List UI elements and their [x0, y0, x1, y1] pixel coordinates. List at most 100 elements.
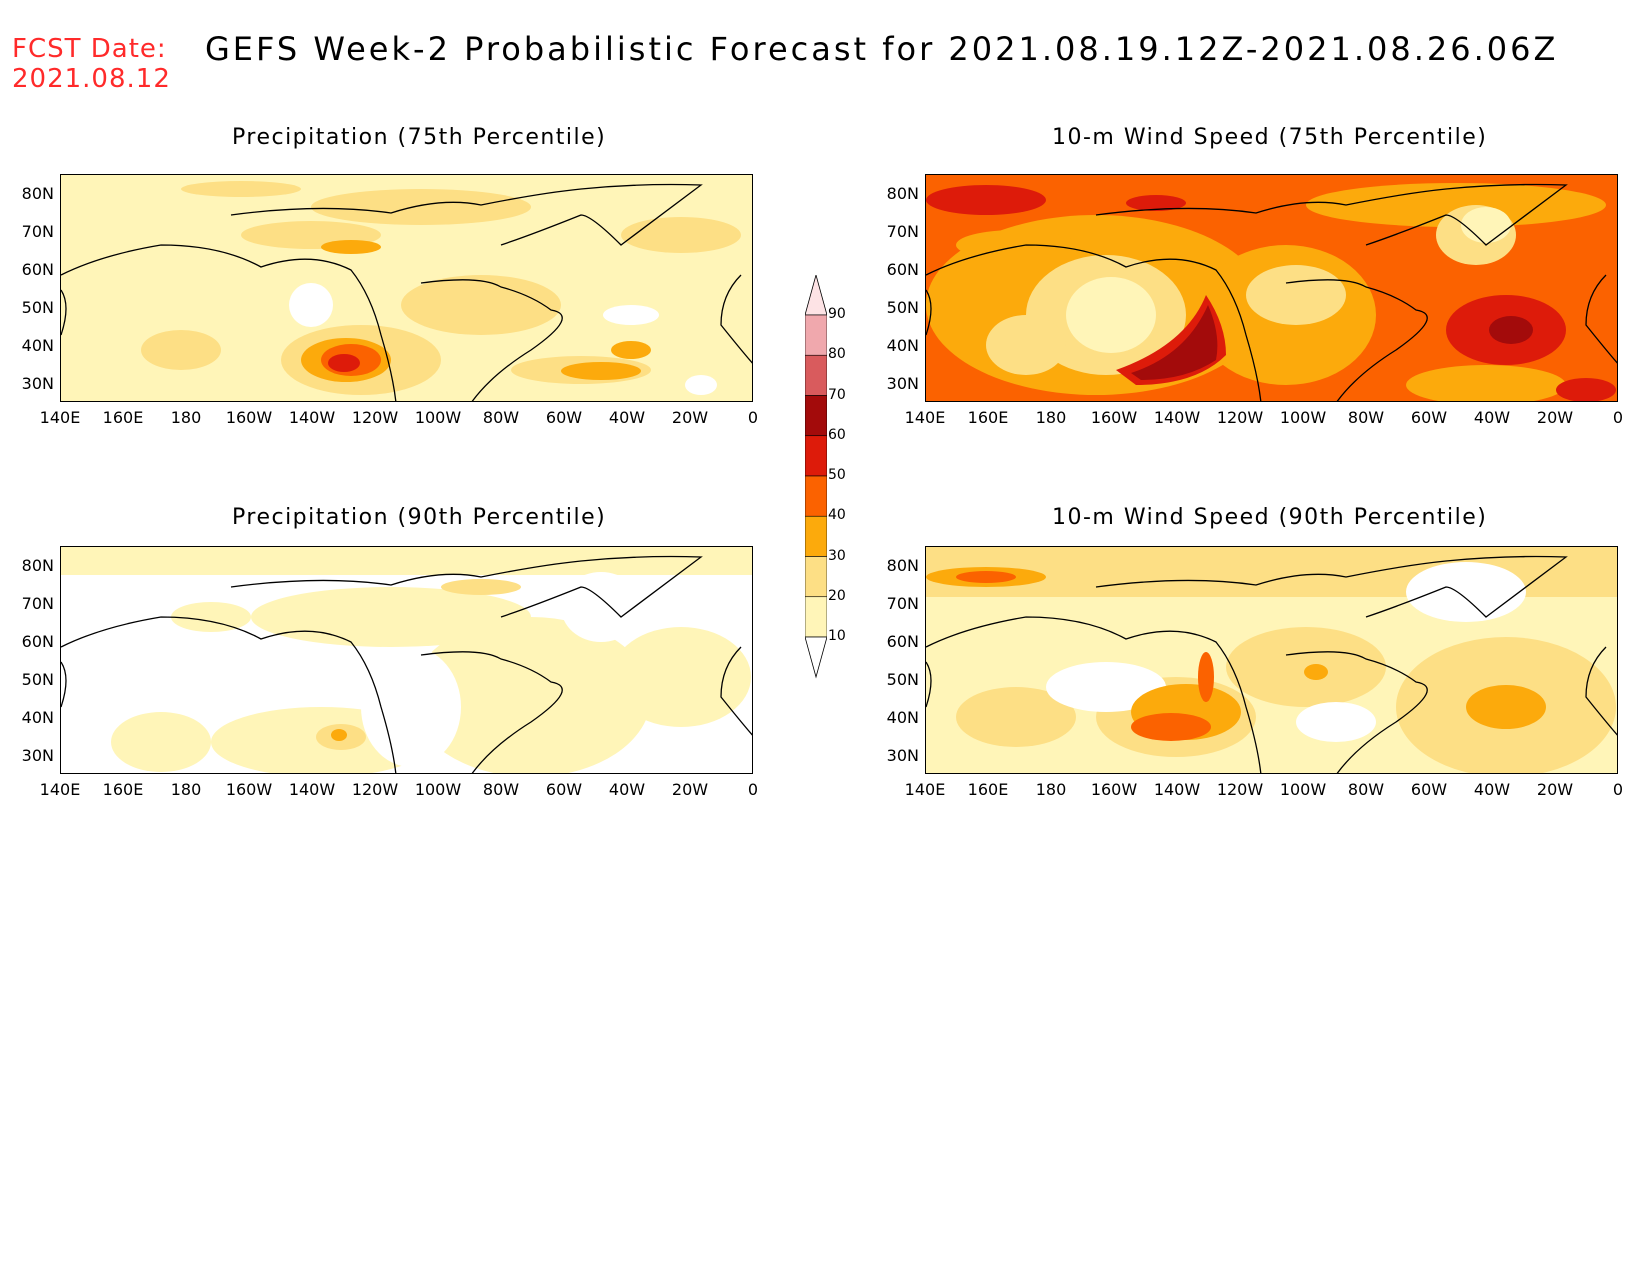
- lat-label: 80N: [886, 184, 919, 203]
- page-title: GEFS Week-2 Probabilistic Forecast for 2…: [205, 30, 1559, 68]
- lat-label: 50N: [21, 298, 54, 317]
- lat-label: 50N: [21, 670, 54, 689]
- lat-label: 40N: [21, 336, 54, 355]
- colorbar-tick-label: 70: [828, 386, 846, 403]
- lat-label: 30N: [886, 374, 919, 393]
- panel-title-wind90: 10-m Wind Speed (90th Percentile): [1052, 505, 1488, 530]
- colorbar-swatch: [804, 314, 828, 356]
- colorbar-swatch: [804, 475, 828, 517]
- lat-label: 40N: [886, 336, 919, 355]
- panel-title-precip90: Precipitation (90th Percentile): [232, 505, 607, 530]
- forecast-date-value: 2021.08.12: [12, 64, 171, 94]
- lon-label: 40W: [1473, 408, 1511, 427]
- lon-label: 180: [1035, 408, 1067, 427]
- lon-label: 100W: [414, 780, 462, 799]
- lon-label: 20W: [1536, 408, 1574, 427]
- lat-label: 30N: [886, 746, 919, 765]
- lon-label: 140W: [1153, 408, 1201, 427]
- colorbar-tick-label: 60: [828, 426, 846, 443]
- lon-label: 40W: [1473, 780, 1511, 799]
- lon-label: 0: [1612, 780, 1624, 799]
- lat-label: 50N: [886, 298, 919, 317]
- lon-label: 100W: [1279, 780, 1327, 799]
- lat-label: 70N: [886, 594, 919, 613]
- lat-label: 60N: [21, 632, 54, 651]
- lat-label: 60N: [21, 260, 54, 279]
- colorbar-tick-label: 90: [828, 306, 846, 322]
- colorbar-tick-label: 40: [828, 507, 846, 524]
- lon-label: 0: [747, 780, 759, 799]
- lon-label: 120W: [1216, 780, 1264, 799]
- colorbar-swatch: [804, 596, 828, 638]
- lon-label: 140W: [288, 780, 336, 799]
- colorbar: [804, 273, 828, 689]
- lon-label: 120W: [351, 408, 399, 427]
- lat-label: 70N: [21, 222, 54, 241]
- lat-label: 80N: [886, 556, 919, 575]
- lon-label: 160E: [102, 408, 144, 427]
- lon-label: 60W: [545, 408, 583, 427]
- panel-title-precip75: Precipitation (75th Percentile): [232, 125, 607, 150]
- lon-label: 20W: [671, 780, 709, 799]
- lat-label: 30N: [21, 374, 54, 393]
- lon-label: 160W: [225, 408, 273, 427]
- colorbar-tick-label: 30: [828, 547, 846, 564]
- lon-label: 140E: [39, 408, 81, 427]
- lon-label: 80W: [482, 780, 520, 799]
- lat-label: 80N: [21, 184, 54, 203]
- lat-label: 70N: [21, 594, 54, 613]
- lat-label: 60N: [886, 632, 919, 651]
- map-precip90: [60, 546, 753, 774]
- lon-label: 160W: [1090, 780, 1138, 799]
- lon-label: 80W: [482, 408, 520, 427]
- lon-label: 180: [170, 780, 202, 799]
- lon-label: 20W: [671, 408, 709, 427]
- colorbar-tick-label: 80: [828, 346, 846, 363]
- colorbar-tick-label: 20: [828, 587, 846, 604]
- panel-title-wind75: 10-m Wind Speed (75th Percentile): [1052, 125, 1488, 150]
- colorbar-tick-label: 10: [828, 628, 846, 644]
- lon-label: 40W: [608, 780, 646, 799]
- colorbar-swatch: [804, 435, 828, 477]
- lon-label: 100W: [414, 408, 462, 427]
- lon-label: 20W: [1536, 780, 1574, 799]
- lat-label: 40N: [886, 708, 919, 727]
- lon-label: 180: [1035, 780, 1067, 799]
- map-precip75: [60, 174, 753, 402]
- lon-label: 80W: [1347, 408, 1385, 427]
- lon-label: 160E: [102, 780, 144, 799]
- lat-label: 70N: [886, 222, 919, 241]
- map-wind90: [925, 546, 1618, 774]
- lon-label: 140E: [904, 408, 946, 427]
- map-wind75: [925, 174, 1618, 402]
- lon-label: 140E: [904, 780, 946, 799]
- colorbar-swatch: [804, 515, 828, 557]
- colorbar-swatch: [804, 556, 828, 598]
- lon-label: 160W: [225, 780, 273, 799]
- lon-label: 60W: [1410, 780, 1448, 799]
- lat-label: 50N: [886, 670, 919, 689]
- lon-label: 100W: [1279, 408, 1327, 427]
- lon-label: 180: [170, 408, 202, 427]
- colorbar-swatch: [804, 354, 828, 396]
- lon-label: 60W: [545, 780, 583, 799]
- lon-label: 60W: [1410, 408, 1448, 427]
- forecast-date-label: FCST Date:: [12, 34, 167, 64]
- lon-label: 40W: [608, 408, 646, 427]
- lat-label: 60N: [886, 260, 919, 279]
- lon-label: 80W: [1347, 780, 1385, 799]
- lon-label: 160E: [967, 408, 1009, 427]
- colorbar-tick-label: 50: [828, 467, 846, 483]
- lon-label: 140W: [1153, 780, 1201, 799]
- lon-label: 0: [1612, 408, 1624, 427]
- lon-label: 140W: [288, 408, 336, 427]
- colorbar-swatch: [804, 395, 828, 437]
- lat-label: 30N: [21, 746, 54, 765]
- lon-label: 120W: [1216, 408, 1264, 427]
- lon-label: 160W: [1090, 408, 1138, 427]
- lon-label: 140E: [39, 780, 81, 799]
- lon-label: 120W: [351, 780, 399, 799]
- lat-label: 80N: [21, 556, 54, 575]
- lon-label: 160E: [967, 780, 1009, 799]
- lon-label: 0: [747, 408, 759, 427]
